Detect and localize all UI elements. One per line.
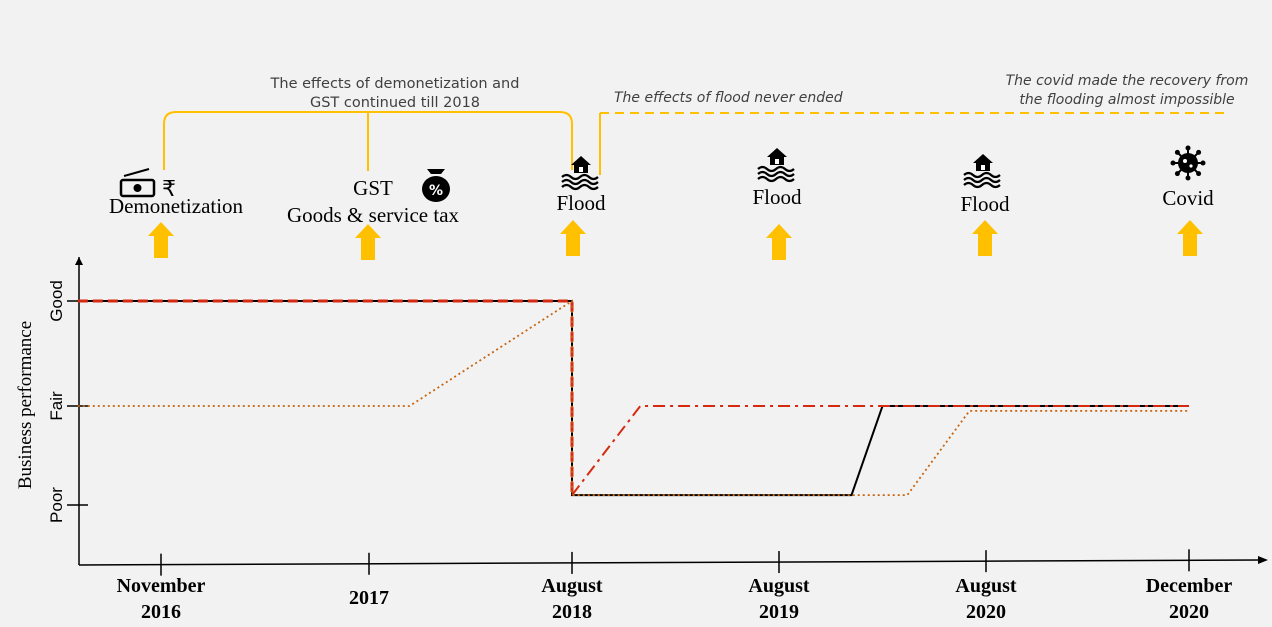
y-tick-label: Poor	[47, 487, 66, 523]
event-label: Flood	[556, 191, 606, 215]
event-label: GST	[353, 176, 393, 200]
virus-icon	[1170, 145, 1206, 181]
house-shape	[973, 154, 993, 171]
x-tick-label: 2017	[349, 587, 389, 609]
x-tick-label-year: 2018	[552, 601, 592, 623]
bag-top	[427, 169, 445, 174]
virus-spike-tip	[1185, 145, 1191, 151]
money-rupee-icon: ₹	[119, 168, 176, 202]
virus-spike-tip	[1196, 171, 1202, 177]
wave-line	[963, 181, 1001, 189]
money-bag-icon: %	[422, 169, 450, 202]
virus-dot	[1183, 159, 1187, 163]
percent-glyph: %	[429, 183, 443, 199]
x-axis-arrowhead	[1258, 556, 1268, 564]
event-label: Demonetization	[109, 194, 244, 218]
x-tick-labels: November 2016 2017 August 2018 August 2019 Augu…	[117, 575, 1233, 623]
virus-spike-tip	[1185, 175, 1191, 181]
x-tick-label: August	[955, 575, 1016, 597]
annotation-text: The covid made the recovery from	[1006, 73, 1249, 89]
y-tick-label: Fair	[47, 391, 66, 421]
series-lines	[77, 299, 1189, 497]
virus-spike-tip	[1174, 171, 1180, 177]
y-tick-labels: Poor Fair Good Business performance	[15, 280, 66, 523]
series-line-solid	[77, 300, 1189, 497]
event-label-sub: Goods & service tax	[287, 203, 460, 227]
x-tick-label: November	[117, 575, 206, 597]
annotation-text: The effects of demonetization and	[270, 76, 520, 92]
bag-body	[422, 176, 450, 202]
y-tick-label: Good	[47, 280, 66, 322]
house-door	[775, 159, 779, 164]
event-label: Covid	[1162, 186, 1214, 210]
series-line-dashdot	[571, 405, 1189, 496]
banknote-coin	[133, 184, 142, 192]
event-label: Flood	[960, 192, 1010, 216]
flood-icon	[963, 154, 1001, 189]
flood-icon	[757, 148, 795, 183]
wave-line	[561, 183, 599, 191]
event-arrow	[766, 224, 792, 260]
virus-spike-tip	[1200, 160, 1206, 166]
house-shape	[767, 148, 787, 165]
x-tick-label-year: 2016	[141, 601, 181, 623]
event-arrow	[560, 220, 586, 256]
annotations: The effects of demonetization and GST con…	[163, 73, 1249, 175]
rupee-glyph: ₹	[162, 177, 176, 202]
x-tick-label-year: 2020	[966, 601, 1006, 623]
x-tick-label-year: 2020	[1169, 601, 1209, 623]
annotation-text: GST continued till 2018	[310, 95, 480, 111]
house-door	[579, 167, 583, 172]
virus-dot	[1189, 164, 1193, 168]
y-axis-arrowhead	[75, 257, 83, 265]
wave-line	[963, 171, 1001, 179]
x-tick-label: August	[541, 575, 602, 597]
banknote-shape	[119, 178, 156, 198]
annotation-text: The effects of flood never ended	[614, 90, 843, 106]
x-axis-line	[78, 559, 1261, 566]
virus-spike-tip	[1170, 160, 1176, 166]
y-axis-title: Business performance	[15, 321, 36, 489]
wave-line	[561, 173, 599, 181]
virus-spike-tip	[1196, 149, 1202, 155]
event-arrow	[355, 224, 381, 260]
annotation-text: the flooding almost impossible	[1019, 92, 1234, 108]
event-arrow	[1177, 220, 1203, 256]
virus-spike-tip	[1174, 149, 1180, 155]
series-line-dot	[77, 299, 1189, 497]
x-tick-label: August	[748, 575, 809, 597]
banknote-edge	[123, 168, 150, 177]
event-markers: ₹Demonetization% GST Goods & service tax Fl…	[109, 145, 1214, 260]
axes	[67, 257, 1268, 576]
wave-line	[757, 175, 795, 183]
wave-line	[757, 170, 795, 178]
house-door	[981, 165, 985, 170]
virus-core	[1178, 153, 1198, 173]
x-tick-label-year: 2019	[759, 601, 799, 623]
wave-line	[963, 176, 1001, 184]
house-shape	[571, 156, 591, 173]
event-arrow	[972, 220, 998, 256]
event-label: Flood	[752, 185, 802, 209]
wave-line	[757, 165, 795, 173]
event-arrow	[148, 222, 174, 258]
x-tick-label: December	[1146, 575, 1233, 597]
wave-line	[561, 178, 599, 186]
flood-icon	[561, 156, 599, 191]
series-line-dash	[77, 299, 574, 496]
